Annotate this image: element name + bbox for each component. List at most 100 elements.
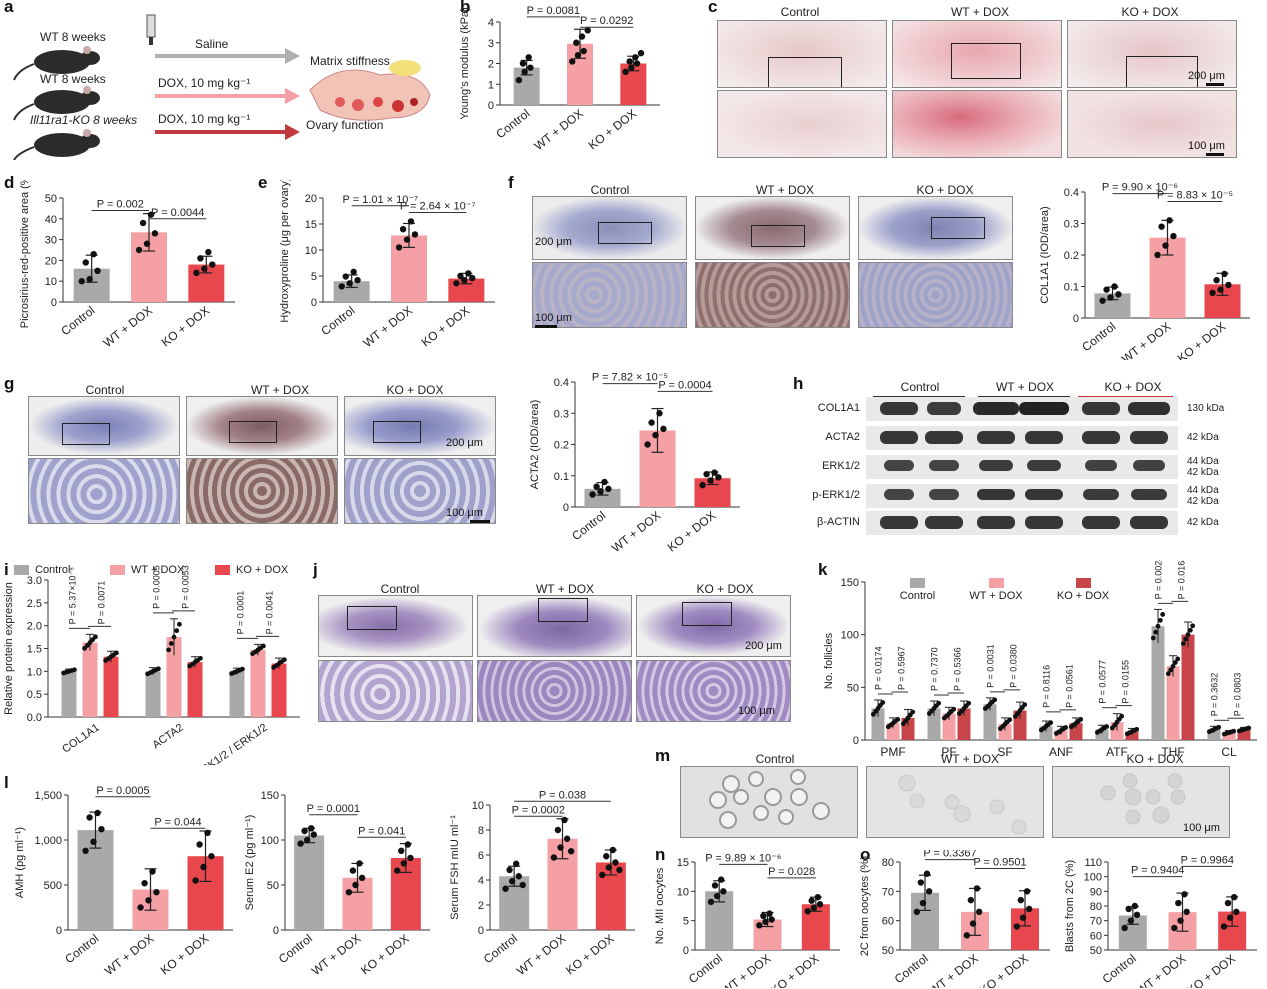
data-point <box>512 860 520 867</box>
outcome-top-label: Matrix stiffness <box>310 54 390 68</box>
data-point <box>1133 911 1141 918</box>
panel-j-header-ko: KO + DOX <box>696 582 754 596</box>
legend-label: KO + DOX <box>236 564 289 576</box>
panel-g-header-wt: WT + DOX <box>250 383 310 397</box>
blot-kda: 42 kDa <box>1187 432 1219 443</box>
p-value-label: P = 0.0031 <box>986 644 996 688</box>
p-value-label: P = 0.3367 <box>923 850 976 860</box>
p-value-label: P = 0.0292 <box>580 15 633 27</box>
data-point <box>1063 725 1069 730</box>
blot-band <box>1128 402 1170 415</box>
blot-band <box>1025 489 1063 500</box>
bar <box>957 708 971 740</box>
p-value-label: P = 0.3632 <box>1210 673 1220 717</box>
x-tick-label: Control <box>1100 951 1139 986</box>
x-tick-label: KO + DOX <box>419 303 473 349</box>
p-value-label: P = 0.5967 <box>897 646 907 690</box>
y-tick-label: 0.5 <box>27 689 42 701</box>
bar <box>166 637 182 717</box>
bar <box>250 649 266 717</box>
data-point <box>1233 908 1240 916</box>
data-point <box>593 483 600 490</box>
y-tick-label: 0 <box>51 297 57 309</box>
chart-e-hydroxyproline: 0 5 10 15 20 Control WT + DOX KO + DOX Hydroxypr… <box>279 180 495 350</box>
data-point <box>204 829 211 836</box>
micrograph-j-ko-high <box>636 660 791 722</box>
p-value-label: P = 0.0071 <box>97 581 107 625</box>
x-tick-label: KO + DOX <box>977 951 1031 988</box>
panel-m-header-control: Control <box>755 752 795 766</box>
blot-band <box>1019 402 1069 415</box>
data-point <box>1154 251 1161 259</box>
data-point <box>711 469 718 476</box>
data-point <box>135 246 143 254</box>
bar <box>871 708 885 740</box>
data-point <box>707 477 714 484</box>
p-value-label: P = 1.01 × 10⁻⁷ <box>343 194 419 206</box>
data-point <box>208 853 215 860</box>
x-tick-label: ACTA2 <box>150 722 185 752</box>
panel-letter-j: j <box>313 560 318 579</box>
y-tick-label: 0 <box>683 945 689 957</box>
y-tick-label: 0 <box>56 925 62 937</box>
y-tick-label: 0 <box>853 735 859 747</box>
bar <box>82 642 98 717</box>
blot-band <box>977 431 1015 444</box>
data-point <box>584 27 591 34</box>
p-value-label: P = 0.0005 <box>152 565 162 609</box>
data-point <box>457 272 464 280</box>
p-value-label: P = 8.83 × 10⁻⁵ <box>1157 189 1233 201</box>
data-point <box>453 280 460 287</box>
data-point <box>411 231 419 238</box>
x-tick-label: PMF <box>880 745 905 759</box>
x-tick-label: COL1A1 <box>60 722 101 756</box>
data-point <box>992 697 998 703</box>
blot-band <box>1130 489 1168 500</box>
y-tick-label: 30 <box>45 235 57 247</box>
data-point <box>1048 720 1054 726</box>
panel-letter-h: h <box>793 374 804 393</box>
data-point <box>1170 232 1177 240</box>
treatment-label-3: DOX, 10 mg kg⁻¹ <box>158 112 251 126</box>
panel-letter-c: c <box>708 0 718 16</box>
y-axis-label: Serum E2 (pg ml⁻¹) <box>244 815 256 911</box>
data-point <box>1190 623 1196 629</box>
scalebar-j-100: 100 μm <box>738 705 788 717</box>
bar <box>983 704 997 740</box>
data-point <box>589 491 596 498</box>
y-tick-label: 1,500 <box>34 790 62 802</box>
y-tick-label: 90 <box>1090 886 1102 898</box>
data-point <box>1220 923 1228 930</box>
p-value-label: P = 0.0044 <box>151 207 204 219</box>
data-point <box>612 859 619 866</box>
y-tick-label: 0.2 <box>554 440 569 452</box>
y-tick-label: 15 <box>305 219 317 231</box>
data-point <box>521 68 528 76</box>
data-point <box>72 667 77 673</box>
panel-g-header-control: Control <box>85 383 125 397</box>
data-point <box>563 835 571 842</box>
data-point <box>895 717 901 722</box>
micrograph-g-wt-high <box>186 458 338 524</box>
data-point <box>1099 297 1106 304</box>
blot-band <box>978 460 1014 471</box>
legend-label: Control <box>35 564 71 576</box>
y-tick-label: 10 <box>677 886 689 898</box>
blot-band <box>880 402 918 415</box>
x-tick-label: WT + DOX <box>102 931 156 978</box>
bar <box>1095 729 1109 740</box>
data-point <box>527 64 534 71</box>
data-point <box>171 634 177 640</box>
data-point <box>648 419 655 426</box>
x-tick-label: SF <box>997 745 1012 759</box>
y-axis-label: No. follicles <box>823 632 835 689</box>
data-point <box>1131 902 1139 910</box>
panel-letter-n: n <box>655 845 666 864</box>
y-tick-label: 0 <box>1073 313 1079 325</box>
y-tick-label: 4 <box>478 875 484 887</box>
micrograph-c-control-high <box>717 90 887 158</box>
micrograph-f-control-low <box>532 196 687 260</box>
y-tick-label: 0 <box>273 925 279 937</box>
